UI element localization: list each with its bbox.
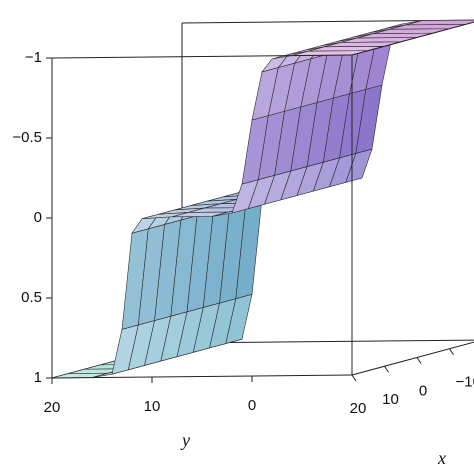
box-edge <box>351 341 474 376</box>
x-axis-label: x <box>437 448 446 468</box>
x-tick <box>384 365 389 373</box>
x-tick <box>416 357 422 364</box>
x-tick-label: 10 <box>382 391 399 408</box>
box-edge <box>51 54 353 59</box>
surface <box>51 19 474 379</box>
z-tick-label: 0 <box>34 209 42 226</box>
y-tick-label: 10 <box>144 398 161 415</box>
z-tick-label: 0.5 <box>21 289 42 306</box>
x-tick-label: 20 <box>350 400 367 417</box>
z-tick-label: −0.5 <box>12 129 42 146</box>
z-tick-label: −1 <box>25 49 42 66</box>
box-edge <box>51 374 353 379</box>
x-tick <box>351 374 357 382</box>
x-tick-label: 0 <box>419 382 427 399</box>
y-axis-label: y <box>180 430 190 450</box>
y-tick-label: 0 <box>248 397 256 414</box>
x-tick-label: −10 <box>456 374 474 391</box>
z-tick-label: 1 <box>34 369 42 386</box>
box-edge <box>351 21 474 56</box>
y-tick-label: 20 <box>44 399 61 416</box>
x-tick <box>449 348 454 356</box>
box-edge <box>181 339 474 344</box>
